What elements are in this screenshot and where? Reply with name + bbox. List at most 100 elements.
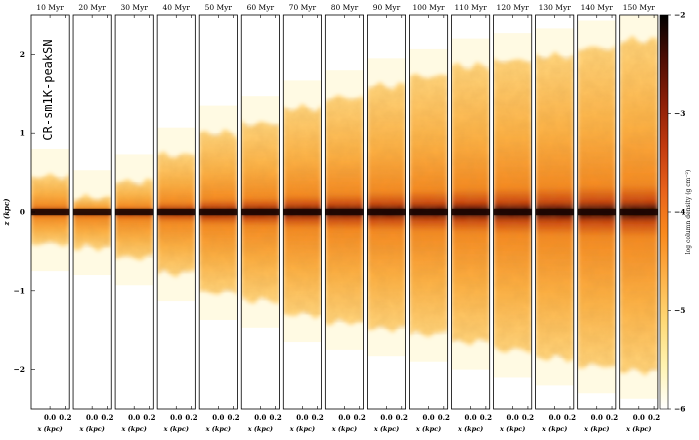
panel-7: 70 Myr 0.0 0.2 x (kpc) (282, 3, 324, 433)
midplane-disk (493, 208, 532, 216)
y-tick-label: 2 (20, 50, 25, 59)
colorbar-tick-label: −2 (674, 11, 686, 20)
x-tick-label: 0.2 (143, 413, 155, 422)
x-tick-label: 0.0 (296, 413, 308, 422)
x-tick-label: 0.2 (480, 413, 492, 422)
midplane-disk (619, 208, 658, 216)
run-label: CR-sm1K-peakSN (41, 39, 55, 140)
y-axis-label: z (kpc) (2, 198, 11, 226)
midplane-disk (241, 208, 280, 216)
colorbar-tick-label: −4 (674, 208, 686, 217)
x-tick-label: 0.2 (185, 413, 197, 422)
panel-title: 80 Myr (331, 3, 359, 12)
x-tick-label: 0.0 (338, 413, 350, 422)
x-axis-label: x (kpc) (79, 425, 105, 433)
turbulence-texture (535, 55, 574, 358)
panel-title: 60 Myr (247, 3, 275, 12)
turbulence-texture (367, 85, 406, 329)
panel-9: 90 Myr 0.0 0.2 x (kpc) (366, 3, 408, 433)
panel-8: 80 Myr 0.0 0.2 x (kpc) (324, 3, 366, 433)
x-tick-label: 0.0 (380, 413, 392, 422)
x-tick-label: 0.0 (212, 413, 224, 422)
turbulence-texture (409, 76, 448, 335)
x-axis-label: x (kpc) (457, 425, 483, 433)
x-tick-label: 0.0 (44, 413, 56, 422)
midplane-disk (409, 208, 448, 216)
colorbar-label: log column density (g cm⁻²) (685, 170, 692, 255)
x-axis-label: x (kpc) (205, 425, 231, 433)
turbulence-texture (577, 48, 616, 366)
y-axis: 2 1 0 −1 −2 z (kpc) (2, 50, 35, 374)
colorbar-tick-label: −6 (674, 405, 686, 414)
panel-6: 60 Myr 0.0 0.2 x (kpc) (240, 3, 282, 433)
x-tick-label: 0.0 (86, 413, 98, 422)
turbulence-texture (451, 66, 490, 343)
x-axis-label: x (kpc) (36, 425, 62, 433)
y-tick-label: 0 (20, 208, 25, 217)
panel-title: 130 Myr (539, 3, 572, 12)
panel-title: 140 Myr (581, 3, 614, 12)
panel-10: 100 Myr 0.0 0.2 x (kpc) (409, 3, 450, 433)
panel-15: 150 Myr 0.0 0.2 x (kpc) (619, 3, 660, 433)
midplane-disk (577, 208, 616, 216)
x-axis-label: x (kpc) (583, 425, 609, 433)
turbulence-texture (73, 197, 112, 248)
x-tick-label: 0.2 (564, 413, 576, 422)
x-axis-label: x (kpc) (289, 425, 315, 433)
x-tick-label: 0.2 (312, 413, 324, 422)
panel-title: 110 Myr (454, 3, 487, 12)
midplane-disk (73, 208, 112, 216)
x-tick-label: 0.2 (522, 413, 534, 422)
x-axis-label: x (kpc) (415, 425, 441, 433)
panel-4: 40 Myr 0.0 0.2 x (kpc) (156, 3, 198, 433)
turbulence-texture (115, 182, 154, 258)
panel-title: 30 Myr (120, 3, 148, 12)
midplane-disk (157, 208, 196, 216)
panel-title: 20 Myr (78, 3, 106, 12)
colorbar-tick-label: −5 (674, 306, 686, 315)
x-tick-label: 0.2 (59, 413, 71, 422)
x-tick-label: 0.0 (128, 413, 140, 422)
colorbar-tick-label: −3 (674, 109, 686, 118)
panel-title: 100 Myr (412, 3, 445, 12)
panel-1: 10 Myr 0.0 0.2 x (kpc) (30, 3, 72, 433)
x-tick-label: 0.0 (254, 413, 266, 422)
x-tick-label: 0.2 (396, 413, 408, 422)
x-tick-label: 0.2 (227, 413, 239, 422)
turbulence-texture (493, 60, 532, 350)
midplane-disk (325, 208, 364, 216)
midplane-disk (535, 208, 574, 216)
midplane-disk (451, 208, 490, 216)
x-tick-label: 0.0 (591, 413, 603, 422)
x-axis-label: x (kpc) (499, 425, 525, 433)
midplane-disk (115, 208, 154, 216)
y-tick-label: 1 (20, 129, 25, 138)
panel-5: 50 Myr 0.0 0.2 x (kpc) (198, 3, 240, 433)
x-tick-label: 0.2 (606, 413, 618, 422)
panel-12: 120 Myr 0.0 0.2 x (kpc) (493, 3, 534, 433)
panel-title: 120 Myr (497, 3, 530, 12)
x-tick-label: 0.0 (549, 413, 561, 422)
x-tick-label: 0.2 (438, 413, 450, 422)
x-axis-label: x (kpc) (163, 425, 189, 433)
panel-title: 150 Myr (623, 3, 656, 12)
panel-title: 40 Myr (163, 3, 191, 12)
x-tick-label: 0.2 (270, 413, 282, 422)
panel-2: 20 Myr 0.0 0.2 x (kpc) (72, 3, 114, 433)
x-tick-label: 0.0 (170, 413, 182, 422)
y-tick-label: −2 (13, 365, 25, 374)
x-axis-label: x (kpc) (625, 425, 651, 433)
x-axis-label: x (kpc) (247, 425, 273, 433)
panel-3: 30 Myr 0.0 0.2 x (kpc) (114, 3, 156, 433)
x-tick-label: 0.2 (648, 413, 660, 422)
colorbar: −2 −3 −4 −5 −6 log column density (g cm⁻²) (659, 11, 692, 414)
x-tick-label: 0.0 (465, 413, 477, 422)
panel-title: 90 Myr (373, 3, 401, 12)
midplane-disk (199, 208, 238, 216)
x-tick-label: 0.0 (633, 413, 645, 422)
x-tick-label: 0.0 (507, 413, 519, 422)
turbulence-texture (619, 40, 658, 372)
